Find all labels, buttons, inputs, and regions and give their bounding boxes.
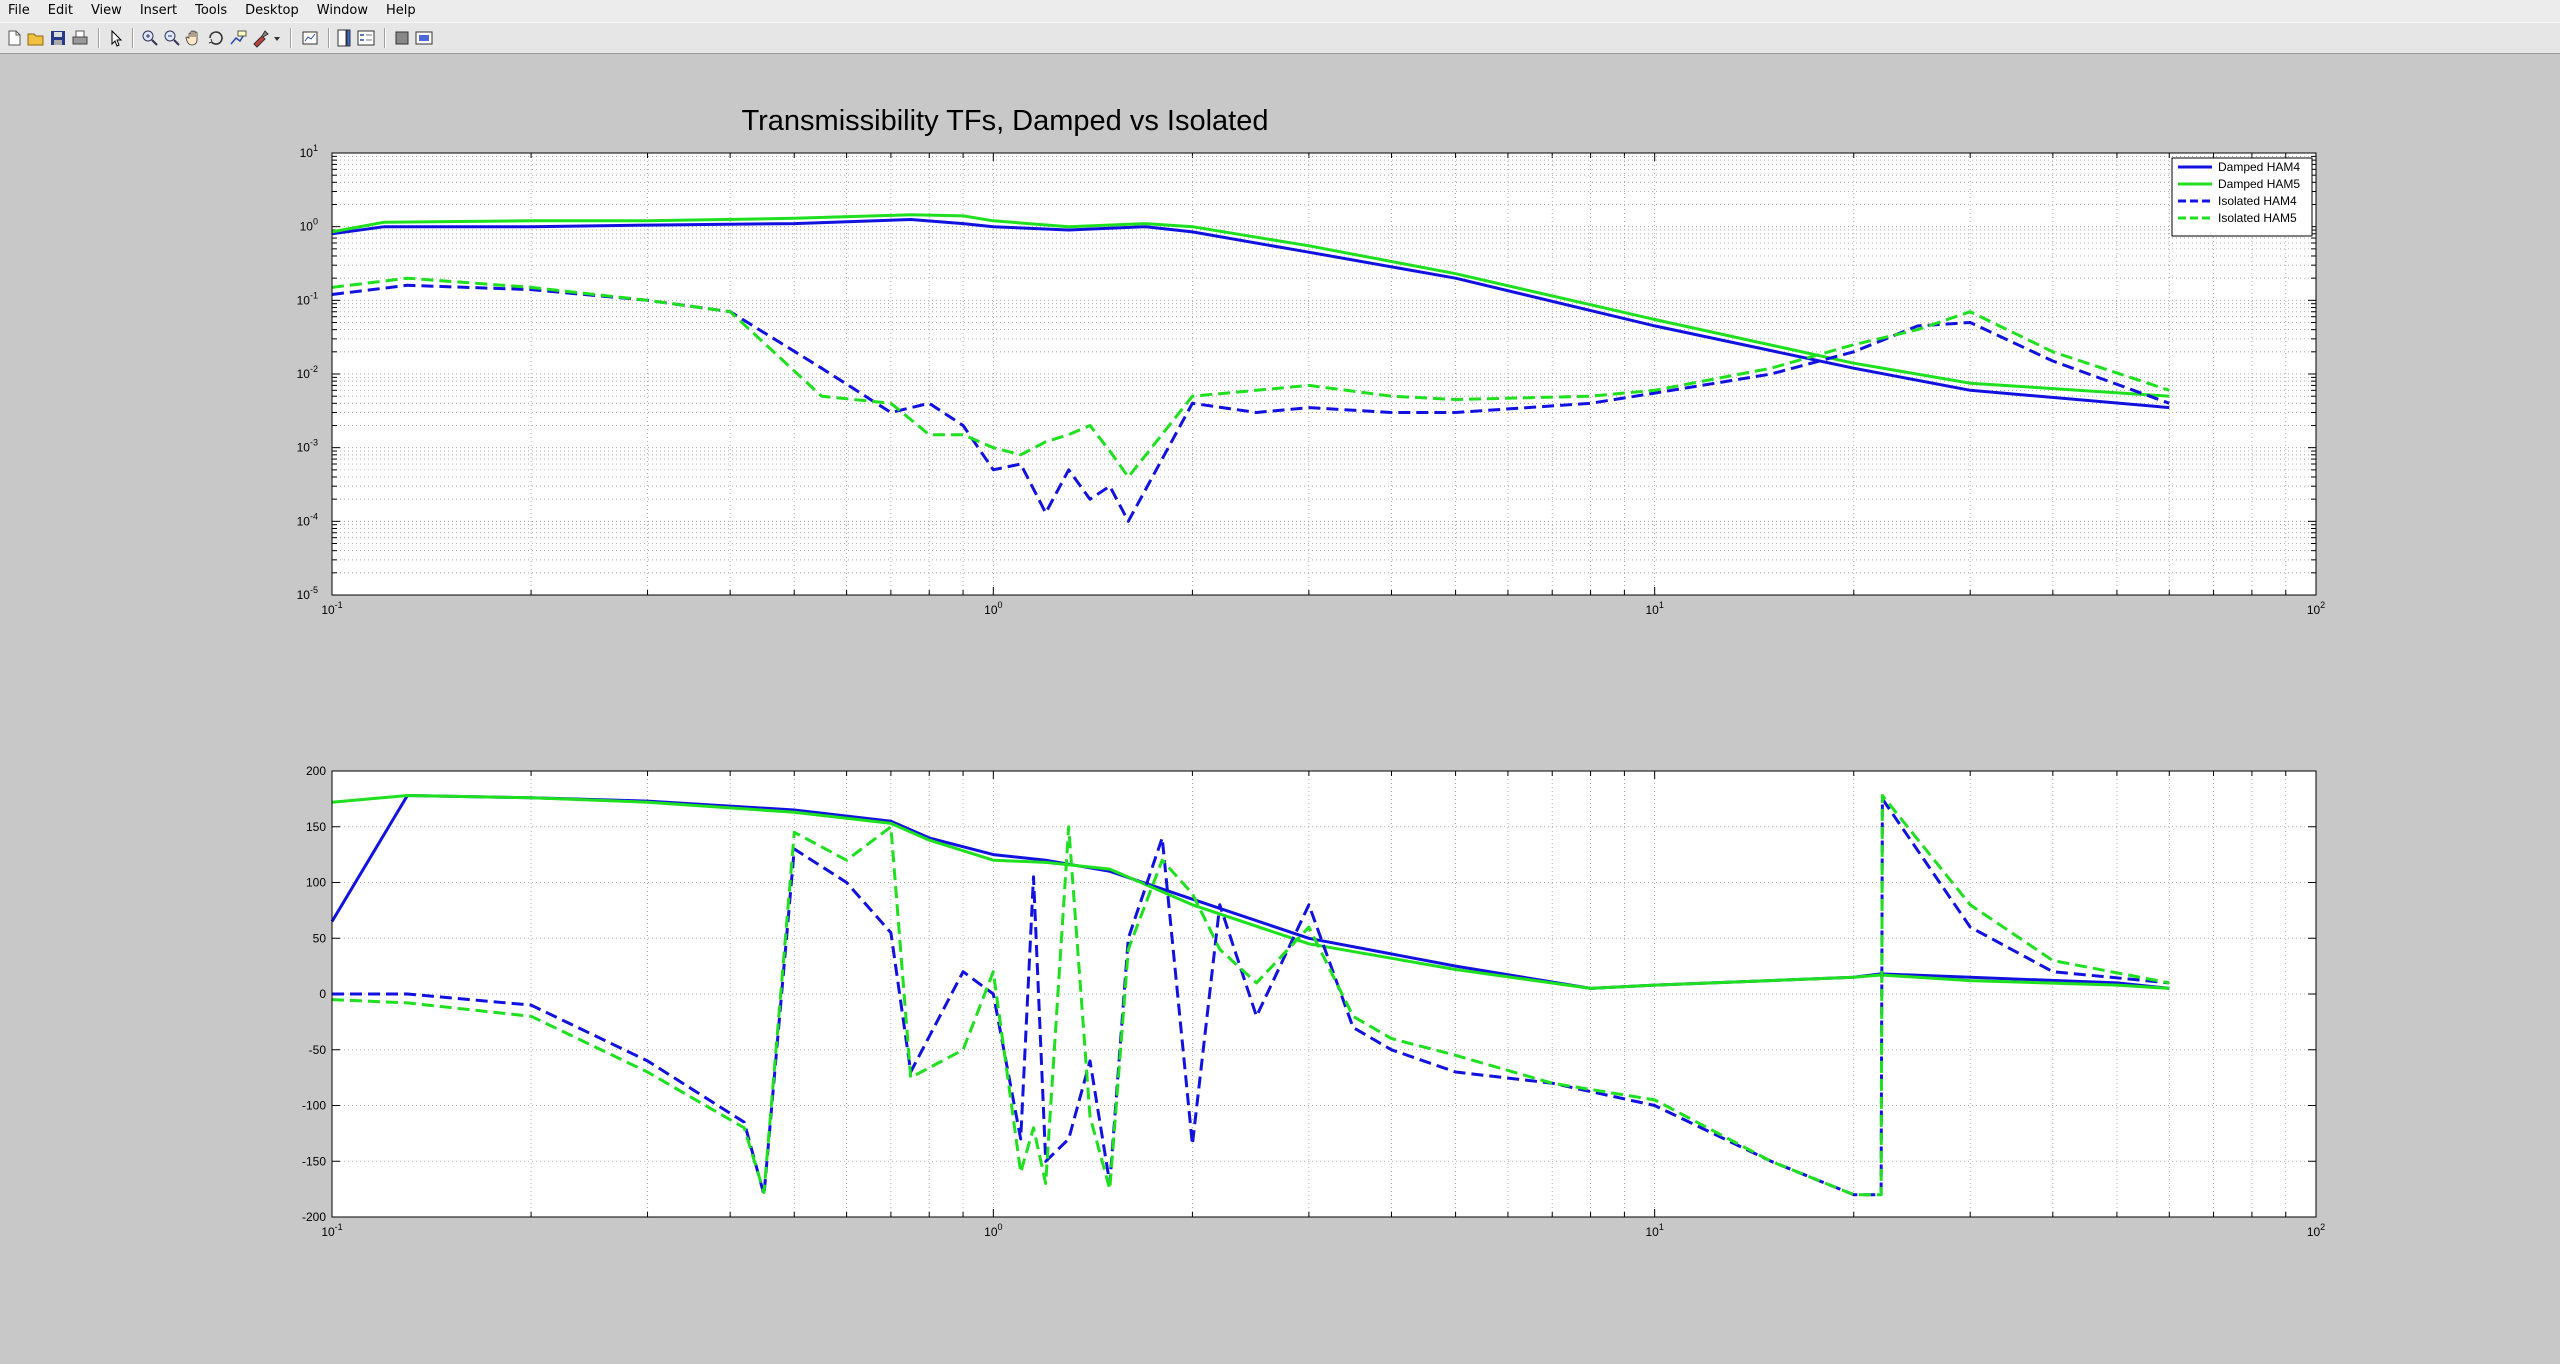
insert-colorbar-icon[interactable] bbox=[334, 28, 354, 48]
legend-entry: Damped HAM4 bbox=[2218, 160, 2300, 174]
toolbar-separator bbox=[384, 28, 386, 48]
magnitude-series-line bbox=[331, 276, 2170, 479]
magnitude-y-tick-label: 10-3 bbox=[297, 438, 318, 455]
rotate-3d-icon[interactable] bbox=[206, 28, 226, 48]
magnitude-x-tick-label: 100 bbox=[984, 600, 1002, 617]
zoom-in-icon[interactable] bbox=[140, 28, 160, 48]
phase-y-tick-label: -150 bbox=[302, 1154, 326, 1168]
phase-x-tick-label: 101 bbox=[1645, 1222, 1663, 1239]
phase-y-tick-label: -200 bbox=[302, 1210, 326, 1224]
pan-hand-icon[interactable] bbox=[184, 28, 204, 48]
magnitude-y-tick-label: 10-4 bbox=[297, 511, 318, 528]
magnitude-axes: 10-1 100 101 102 101 100 10-1 10-2 10-3 10-4 10-5 D… bbox=[297, 143, 2326, 617]
magnitude-y-tick-label: 10-5 bbox=[297, 585, 318, 602]
menu-insert[interactable]: Insert bbox=[139, 3, 178, 18]
magnitude-series bbox=[331, 213, 2170, 523]
open-file-icon[interactable] bbox=[26, 28, 46, 48]
phase-y-tick-label: 150 bbox=[306, 820, 326, 834]
phase-y-tick-label: 200 bbox=[306, 764, 326, 778]
phase-series-line bbox=[331, 794, 2170, 990]
link-plot-icon[interactable] bbox=[300, 28, 320, 48]
toolbar-separator bbox=[98, 28, 100, 48]
menu-file[interactable]: File bbox=[8, 3, 30, 18]
phase-axes: 10-1 100 101 102 200 150 100 50 0 -50 -100 -150 -200 bbox=[302, 764, 2325, 1239]
magnitude-y-tick-label: 101 bbox=[300, 143, 318, 160]
menu-window[interactable]: Window bbox=[316, 3, 369, 18]
menu-help[interactable]: Help bbox=[386, 3, 416, 18]
edit-plot-arrow-icon[interactable] bbox=[106, 28, 126, 48]
magnitude-series-line bbox=[331, 283, 2170, 523]
phase-x-tick-label: 100 bbox=[984, 1222, 1002, 1239]
phase-series bbox=[330, 794, 2170, 1197]
phase-y-tick-label: 0 bbox=[319, 987, 326, 1001]
zoom-out-icon[interactable] bbox=[162, 28, 182, 48]
magnitude-x-tick-label: 10-1 bbox=[321, 600, 342, 617]
legend-entry: Damped HAM5 bbox=[2218, 177, 2300, 191]
toolbar-separator bbox=[328, 28, 330, 48]
magnitude-series-line bbox=[331, 218, 2170, 410]
magnitude-y-tick-label: 10-2 bbox=[297, 364, 318, 381]
magnitude-x-tick-label: 102 bbox=[2307, 600, 2325, 617]
show-plot-tools-icon[interactable] bbox=[414, 28, 434, 48]
figure-canvas: Transmissibility TFs, Damped vs Isolated… bbox=[0, 54, 2560, 1364]
toolbar-separator bbox=[290, 28, 292, 48]
hide-plot-tools-icon[interactable] bbox=[392, 28, 412, 48]
menu-edit[interactable]: Edit bbox=[47, 3, 73, 18]
magnitude-axes-box bbox=[331, 152, 2317, 596]
phase-y-tick-label: -100 bbox=[302, 1099, 326, 1113]
chart-title: Transmissibility TFs, Damped vs Isolated bbox=[742, 105, 1269, 137]
magnitude-y-tick-label: 10-1 bbox=[297, 290, 318, 307]
menu-view[interactable]: View bbox=[90, 3, 122, 18]
magnitude-series-line bbox=[331, 213, 2170, 398]
magnitude-y-tick-label: 100 bbox=[300, 217, 318, 234]
phase-y-tick-label: -50 bbox=[309, 1043, 327, 1057]
insert-legend-icon[interactable] bbox=[356, 28, 376, 48]
brush-dropdown-icon[interactable] bbox=[272, 28, 282, 48]
phase-y-tick-label: 100 bbox=[306, 876, 326, 890]
phase-x-tick-label: 102 bbox=[2307, 1222, 2325, 1239]
legend-box bbox=[2171, 157, 2313, 237]
phase-y-tick-label: 50 bbox=[313, 931, 327, 945]
save-figure-icon[interactable] bbox=[48, 28, 68, 48]
menu-desktop[interactable]: Desktop bbox=[245, 3, 299, 18]
phase-axes-box bbox=[331, 770, 2317, 1218]
menu-bar: File Edit View Insert Tools Desktop Wind… bbox=[0, 0, 2560, 22]
magnitude-x-tick-label: 101 bbox=[1645, 600, 1663, 617]
legend: Damped HAM4 Damped HAM5 Isolated HAM4 Isola… bbox=[2171, 157, 2313, 237]
legend-entry: Isolated HAM4 bbox=[2218, 194, 2297, 208]
figure-svg: Transmissibility TFs, Damped vs Isolated… bbox=[297, 105, 2326, 1239]
print-figure-icon[interactable] bbox=[70, 28, 90, 48]
menu-tools[interactable]: Tools bbox=[195, 3, 228, 18]
data-cursor-icon[interactable] bbox=[228, 28, 248, 48]
toolbar-separator bbox=[132, 28, 134, 48]
phase-x-tick-label: 10-1 bbox=[321, 1222, 342, 1239]
legend-entry: Isolated HAM5 bbox=[2218, 211, 2297, 225]
brush-data-icon[interactable] bbox=[250, 28, 270, 48]
figure-toolbar bbox=[0, 22, 2560, 54]
phase-series-line bbox=[331, 794, 2170, 1197]
new-figure-icon[interactable] bbox=[4, 28, 24, 48]
